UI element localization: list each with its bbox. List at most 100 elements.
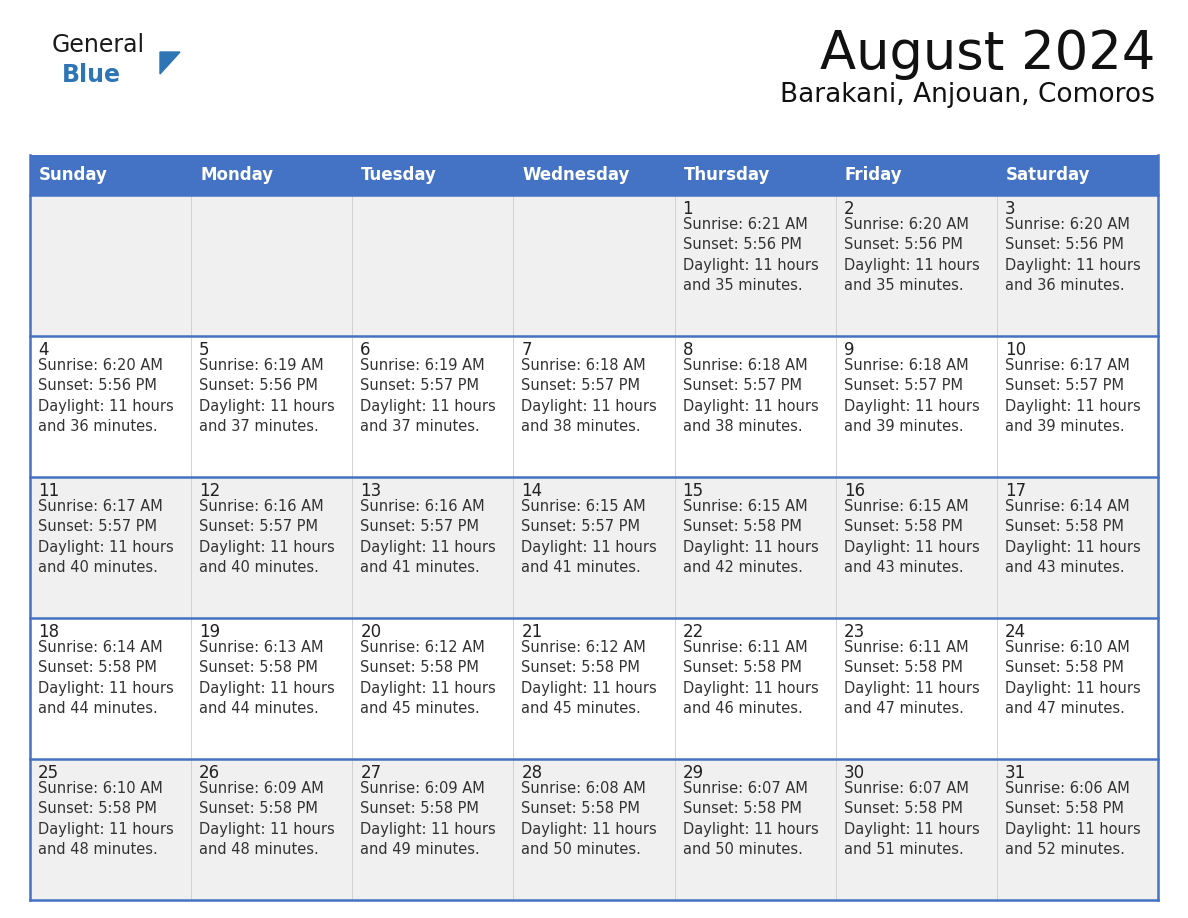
Bar [997, 759, 1158, 900]
Text: Sunrise: 6:10 AM
Sunset: 5:58 PM
Daylight: 11 hours
and 47 minutes.: Sunrise: 6:10 AM Sunset: 5:58 PM Dayligh… [1005, 640, 1140, 716]
Text: Sunrise: 6:20 AM
Sunset: 5:56 PM
Daylight: 11 hours
and 36 minutes.: Sunrise: 6:20 AM Sunset: 5:56 PM Dayligh… [1005, 217, 1140, 293]
Text: Sunrise: 6:10 AM
Sunset: 5:58 PM
Daylight: 11 hours
and 48 minutes.: Sunrise: 6:10 AM Sunset: 5:58 PM Dayligh… [38, 781, 173, 857]
Text: 16: 16 [843, 482, 865, 500]
Bar [835, 618, 997, 759]
Bar [675, 759, 835, 900]
Bar [513, 759, 675, 900]
Bar [835, 477, 997, 618]
Bar [30, 759, 191, 900]
Text: Sunrise: 6:21 AM
Sunset: 5:56 PM
Daylight: 11 hours
and 35 minutes.: Sunrise: 6:21 AM Sunset: 5:56 PM Dayligh… [683, 217, 819, 293]
Bar [997, 618, 1158, 759]
Text: Sunrise: 6:17 AM
Sunset: 5:57 PM
Daylight: 11 hours
and 39 minutes.: Sunrise: 6:17 AM Sunset: 5:57 PM Dayligh… [1005, 358, 1140, 434]
Text: 29: 29 [683, 764, 703, 782]
Text: 25: 25 [38, 764, 59, 782]
Bar [675, 155, 835, 195]
Text: 2: 2 [843, 200, 854, 218]
Text: Sunrise: 6:13 AM
Sunset: 5:58 PM
Daylight: 11 hours
and 44 minutes.: Sunrise: 6:13 AM Sunset: 5:58 PM Dayligh… [200, 640, 335, 716]
Bar [353, 759, 513, 900]
Text: 26: 26 [200, 764, 220, 782]
Text: Sunrise: 6:16 AM
Sunset: 5:57 PM
Daylight: 11 hours
and 41 minutes.: Sunrise: 6:16 AM Sunset: 5:57 PM Dayligh… [360, 499, 497, 576]
Text: Wednesday: Wednesday [523, 166, 630, 184]
Bar [30, 618, 191, 759]
Bar [353, 477, 513, 618]
Text: 27: 27 [360, 764, 381, 782]
Text: Sunrise: 6:15 AM
Sunset: 5:58 PM
Daylight: 11 hours
and 43 minutes.: Sunrise: 6:15 AM Sunset: 5:58 PM Dayligh… [843, 499, 979, 576]
Bar [353, 155, 513, 195]
Bar [30, 195, 191, 336]
Text: Sunrise: 6:20 AM
Sunset: 5:56 PM
Daylight: 11 hours
and 36 minutes.: Sunrise: 6:20 AM Sunset: 5:56 PM Dayligh… [38, 358, 173, 434]
Text: Sunrise: 6:14 AM
Sunset: 5:58 PM
Daylight: 11 hours
and 43 minutes.: Sunrise: 6:14 AM Sunset: 5:58 PM Dayligh… [1005, 499, 1140, 576]
Text: 10: 10 [1005, 341, 1026, 359]
Bar [675, 477, 835, 618]
Text: Sunrise: 6:11 AM
Sunset: 5:58 PM
Daylight: 11 hours
and 46 minutes.: Sunrise: 6:11 AM Sunset: 5:58 PM Dayligh… [683, 640, 819, 716]
Bar [191, 618, 353, 759]
Text: Sunrise: 6:16 AM
Sunset: 5:57 PM
Daylight: 11 hours
and 40 minutes.: Sunrise: 6:16 AM Sunset: 5:57 PM Dayligh… [200, 499, 335, 576]
Bar [675, 195, 835, 336]
Text: 22: 22 [683, 623, 703, 641]
Text: 20: 20 [360, 623, 381, 641]
Text: Sunrise: 6:15 AM
Sunset: 5:57 PM
Daylight: 11 hours
and 41 minutes.: Sunrise: 6:15 AM Sunset: 5:57 PM Dayligh… [522, 499, 657, 576]
Text: 13: 13 [360, 482, 381, 500]
Text: 30: 30 [843, 764, 865, 782]
Bar [997, 195, 1158, 336]
Text: Sunrise: 6:14 AM
Sunset: 5:58 PM
Daylight: 11 hours
and 44 minutes.: Sunrise: 6:14 AM Sunset: 5:58 PM Dayligh… [38, 640, 173, 716]
Bar [835, 759, 997, 900]
Text: August 2024: August 2024 [820, 28, 1155, 80]
Bar [997, 155, 1158, 195]
Bar [353, 195, 513, 336]
Text: 24: 24 [1005, 623, 1026, 641]
Text: Barakani, Anjouan, Comoros: Barakani, Anjouan, Comoros [781, 82, 1155, 108]
Text: Sunrise: 6:06 AM
Sunset: 5:58 PM
Daylight: 11 hours
and 52 minutes.: Sunrise: 6:06 AM Sunset: 5:58 PM Dayligh… [1005, 781, 1140, 857]
Text: Sunrise: 6:20 AM
Sunset: 5:56 PM
Daylight: 11 hours
and 35 minutes.: Sunrise: 6:20 AM Sunset: 5:56 PM Dayligh… [843, 217, 979, 293]
Polygon shape [160, 52, 181, 74]
Bar [675, 336, 835, 477]
Text: 8: 8 [683, 341, 693, 359]
Bar [835, 336, 997, 477]
Text: 11: 11 [38, 482, 59, 500]
Bar [30, 336, 191, 477]
Text: Sunrise: 6:09 AM
Sunset: 5:58 PM
Daylight: 11 hours
and 49 minutes.: Sunrise: 6:09 AM Sunset: 5:58 PM Dayligh… [360, 781, 497, 857]
Text: Sunrise: 6:19 AM
Sunset: 5:56 PM
Daylight: 11 hours
and 37 minutes.: Sunrise: 6:19 AM Sunset: 5:56 PM Dayligh… [200, 358, 335, 434]
Text: 7: 7 [522, 341, 532, 359]
Text: 28: 28 [522, 764, 543, 782]
Text: Sunrise: 6:17 AM
Sunset: 5:57 PM
Daylight: 11 hours
and 40 minutes.: Sunrise: 6:17 AM Sunset: 5:57 PM Dayligh… [38, 499, 173, 576]
Text: 1: 1 [683, 200, 693, 218]
Text: General: General [52, 33, 145, 57]
Bar [513, 477, 675, 618]
Bar [191, 759, 353, 900]
Bar [675, 618, 835, 759]
Text: Sunrise: 6:07 AM
Sunset: 5:58 PM
Daylight: 11 hours
and 51 minutes.: Sunrise: 6:07 AM Sunset: 5:58 PM Dayligh… [843, 781, 979, 857]
Text: Tuesday: Tuesday [361, 166, 437, 184]
Text: Friday: Friday [845, 166, 903, 184]
Text: Sunrise: 6:18 AM
Sunset: 5:57 PM
Daylight: 11 hours
and 39 minutes.: Sunrise: 6:18 AM Sunset: 5:57 PM Dayligh… [843, 358, 979, 434]
Text: Sunrise: 6:19 AM
Sunset: 5:57 PM
Daylight: 11 hours
and 37 minutes.: Sunrise: 6:19 AM Sunset: 5:57 PM Dayligh… [360, 358, 497, 434]
Bar [835, 195, 997, 336]
Text: 31: 31 [1005, 764, 1026, 782]
Text: 3: 3 [1005, 200, 1016, 218]
Text: 17: 17 [1005, 482, 1026, 500]
Bar [513, 618, 675, 759]
Text: 18: 18 [38, 623, 59, 641]
Text: Sunday: Sunday [39, 166, 108, 184]
Text: Sunrise: 6:18 AM
Sunset: 5:57 PM
Daylight: 11 hours
and 38 minutes.: Sunrise: 6:18 AM Sunset: 5:57 PM Dayligh… [522, 358, 657, 434]
Bar [191, 195, 353, 336]
Bar [30, 477, 191, 618]
Bar [997, 477, 1158, 618]
Text: 4: 4 [38, 341, 49, 359]
Text: 23: 23 [843, 623, 865, 641]
Text: Sunrise: 6:07 AM
Sunset: 5:58 PM
Daylight: 11 hours
and 50 minutes.: Sunrise: 6:07 AM Sunset: 5:58 PM Dayligh… [683, 781, 819, 857]
Text: Saturday: Saturday [1006, 166, 1091, 184]
Text: Thursday: Thursday [683, 166, 770, 184]
Text: 19: 19 [200, 623, 220, 641]
Text: 14: 14 [522, 482, 543, 500]
Text: Blue: Blue [62, 63, 121, 87]
Text: Sunrise: 6:18 AM
Sunset: 5:57 PM
Daylight: 11 hours
and 38 minutes.: Sunrise: 6:18 AM Sunset: 5:57 PM Dayligh… [683, 358, 819, 434]
Bar [513, 155, 675, 195]
Bar [30, 155, 191, 195]
Bar [191, 155, 353, 195]
Bar [353, 618, 513, 759]
Bar [997, 336, 1158, 477]
Bar [353, 336, 513, 477]
Text: Sunrise: 6:11 AM
Sunset: 5:58 PM
Daylight: 11 hours
and 47 minutes.: Sunrise: 6:11 AM Sunset: 5:58 PM Dayligh… [843, 640, 979, 716]
Text: Sunrise: 6:08 AM
Sunset: 5:58 PM
Daylight: 11 hours
and 50 minutes.: Sunrise: 6:08 AM Sunset: 5:58 PM Dayligh… [522, 781, 657, 857]
